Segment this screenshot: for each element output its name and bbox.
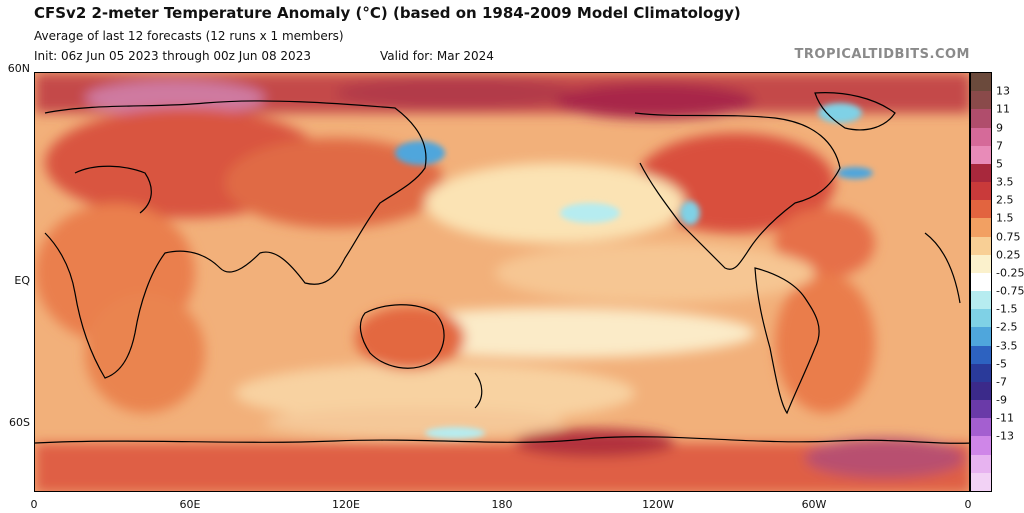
colorbar-tick-label: 13 [996, 84, 1010, 98]
lat-label-60s: 60S [9, 416, 30, 429]
colorbar-tick-label: 5 [996, 157, 1003, 171]
colorbar-swatch [971, 418, 991, 437]
colorbar-tick-label: 0.75 [996, 230, 1021, 244]
page-title: CFSv2 2-meter Temperature Anomaly (°C) (… [34, 4, 741, 22]
colorbar-swatch [971, 145, 991, 164]
lat-label-eq: EQ [14, 274, 30, 287]
colorbar-tick-label: -0.25 [996, 266, 1024, 280]
colorbar-swatch [971, 309, 991, 328]
colorbar [970, 72, 992, 492]
colorbar-swatch [971, 472, 991, 491]
lon-label-60w: 60W [801, 498, 827, 511]
colorbar-swatch [971, 400, 991, 419]
colorbar-swatch [971, 91, 991, 110]
colorbar-tick-label: -7 [996, 375, 1007, 389]
lon-label-120e: 120E [332, 498, 360, 511]
colorbar-tick-label: 1.5 [996, 211, 1014, 225]
colorbar-swatch [971, 327, 991, 346]
lon-label-60e: 60E [179, 498, 201, 511]
colorbar-tick-label: -2.5 [996, 320, 1018, 334]
colorbar-tick-label: 2.5 [996, 193, 1014, 207]
lon-label-120w: 120W [642, 498, 674, 511]
colorbar-swatch [971, 454, 991, 473]
colorbar-swatch [971, 163, 991, 183]
colorbar-swatch [971, 254, 991, 273]
colorbar-tick-label: 3.5 [996, 175, 1014, 189]
valid-time: Valid for: Mar 2024 [380, 49, 494, 63]
init-time: Init: 06z Jun 05 2023 through 00z Jun 08… [34, 49, 311, 63]
colorbar-swatch [971, 182, 991, 201]
colorbar-tick-label: -13 [996, 429, 1014, 443]
colorbar-tick-label: -9 [996, 393, 1007, 407]
lon-label-180: 180 [491, 498, 513, 511]
anomaly-map-image [35, 73, 969, 491]
colorbar-tick-label: -1.5 [996, 302, 1018, 316]
colorbar-tick-label: -3.5 [996, 339, 1018, 353]
colorbar-swatch [971, 363, 991, 382]
lon-label-0: 0 [30, 498, 38, 511]
anomaly-map [34, 72, 970, 492]
lat-label-60n: 60N [7, 62, 30, 75]
colorbar-swatch [971, 218, 991, 237]
colorbar-swatch [971, 436, 991, 455]
colorbar-swatch [971, 73, 991, 92]
colorbar-tick-label: -5 [996, 357, 1007, 371]
colorbar-swatch [971, 381, 991, 401]
lon-label-0-right: 0 [964, 498, 972, 511]
coastlines [35, 92, 969, 444]
colorbar-swatch [971, 236, 991, 255]
colorbar-tick-label: 11 [996, 102, 1010, 116]
colorbar-swatch [971, 109, 991, 128]
colorbar-tick-label: 7 [996, 139, 1003, 153]
colorbar-swatch [971, 291, 991, 310]
colorbar-swatch [971, 127, 991, 146]
colorbar-tick-label: -11 [996, 411, 1014, 425]
colorbar-swatch [971, 200, 991, 219]
colorbar-tick-label: 0.25 [996, 248, 1021, 262]
colorbar-swatch [971, 272, 991, 292]
source-credit: TROPICALTIDBITS.COM [794, 47, 970, 62]
subtitle: Average of last 12 forecasts (12 runs x … [34, 29, 344, 43]
colorbar-swatch [971, 345, 991, 364]
colorbar-tick-label: 9 [996, 121, 1003, 135]
colorbar-tick-label: -0.75 [996, 284, 1024, 298]
